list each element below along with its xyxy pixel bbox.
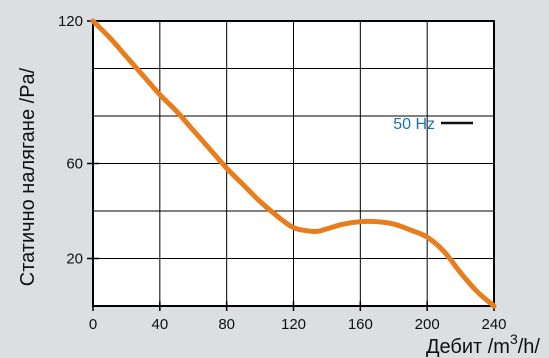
y-tick-label: 20 bbox=[66, 251, 83, 268]
series-layer bbox=[90, 18, 497, 309]
x-axis-title-main: Дебит /m bbox=[426, 336, 510, 358]
y-tick-label: 60 bbox=[66, 156, 83, 173]
x-tick-label: 160 bbox=[348, 316, 373, 333]
x-tick-label: 200 bbox=[415, 316, 440, 333]
x-axis-title-superscript: 3 bbox=[510, 331, 518, 347]
x-tick-label: 0 bbox=[89, 316, 97, 333]
legend: 50 Hz bbox=[393, 116, 473, 133]
x-tick-label: 240 bbox=[481, 316, 506, 333]
legend-label-50hz: 50 Hz bbox=[393, 116, 435, 133]
x-axis-title: Дебит /m3/h/ bbox=[426, 331, 540, 358]
series-line-50hz bbox=[90, 18, 497, 309]
x-tick-label: 120 bbox=[281, 316, 306, 333]
y-tick-label: 120 bbox=[58, 13, 83, 30]
x-tick-label: 40 bbox=[151, 316, 168, 333]
x-tick-label: 80 bbox=[218, 316, 235, 333]
y-axis-title: Статично налягане /Pa/ bbox=[17, 67, 39, 286]
x-axis-title-tail: /h/ bbox=[518, 336, 541, 358]
grid-lines bbox=[93, 21, 494, 306]
axis-ticks: 0 40 80 120 160 200 240 20 60 120 bbox=[58, 13, 507, 333]
